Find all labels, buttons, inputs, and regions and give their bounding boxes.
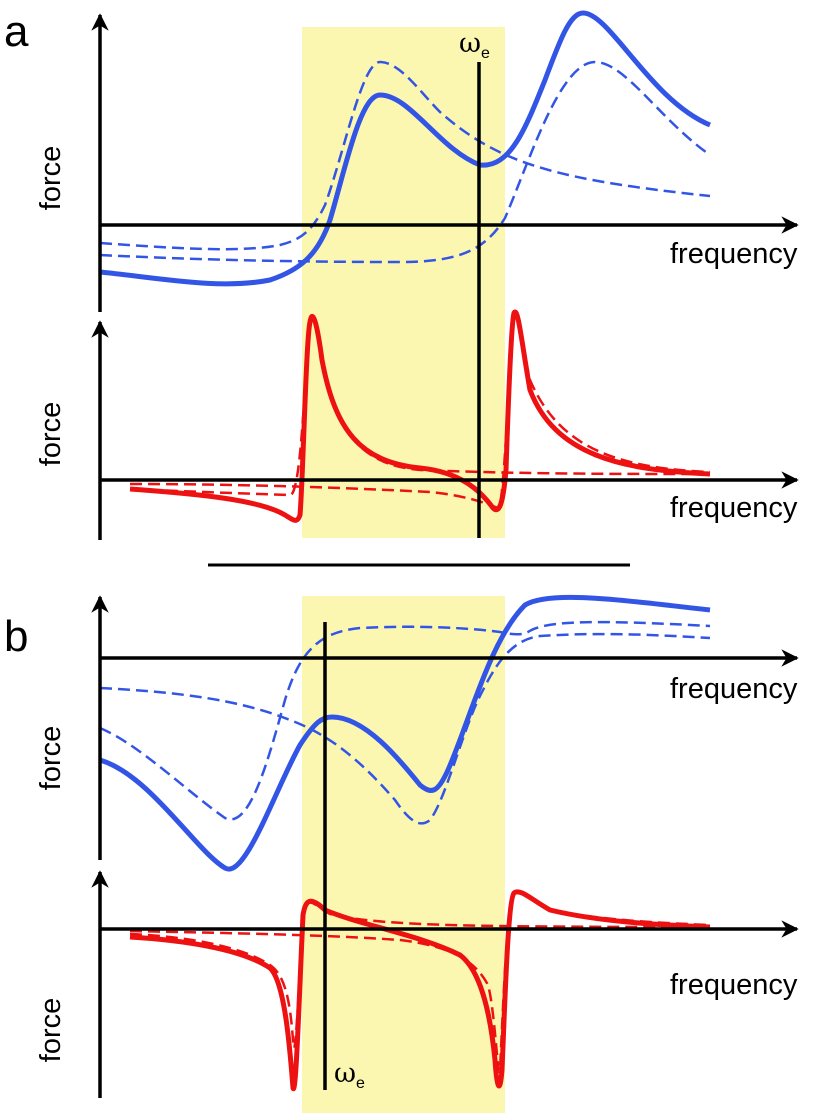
panel-b-top-dashed-curve-1	[99, 620, 711, 821]
panel-a-bottom-ylabel: force	[35, 402, 67, 466]
panel-a-top-xlabel: frequency	[670, 238, 798, 270]
panel-b-top-dashed-curve-2	[99, 632, 711, 825]
highlight-band-b	[302, 596, 505, 1113]
panel-b-bottom-plot: force frequency	[35, 870, 799, 1098]
panel-letter-a: a	[4, 7, 29, 56]
panel-b-bottom-xlabel: frequency	[670, 969, 798, 1001]
panel-b-bottom-ylabel: force	[35, 998, 67, 1062]
panel-b-bottom-solid-curve	[129, 889, 711, 1092]
panel-b-top-ylabel: force	[35, 726, 67, 790]
panel-b-top-plot: force frequency	[35, 594, 799, 872]
panel-a-top-dashed-curve-2	[99, 60, 711, 264]
panel-b-top-solid-curve	[99, 594, 711, 872]
panel-a-top-dashed-curve-1	[99, 60, 711, 251]
panel-a-top-solid-curve	[99, 10, 711, 287]
panel-b-top-xlabel: frequency	[670, 673, 798, 705]
panel-b-omega-e-label: ωe	[334, 1058, 365, 1092]
panel-letter-b: b	[4, 612, 28, 661]
panel-a-omega-e-label: ωe	[459, 28, 490, 62]
panel-a-top-ylabel: force	[35, 146, 67, 210]
panel-a-bottom-solid-curve	[129, 309, 711, 523]
highlight-band-a	[302, 27, 505, 538]
panel-a-bottom-xlabel: frequency	[670, 492, 798, 524]
panel-a-bottom-plot: force frequency	[35, 309, 799, 540]
panel-a-top-plot: force frequency	[35, 10, 799, 312]
